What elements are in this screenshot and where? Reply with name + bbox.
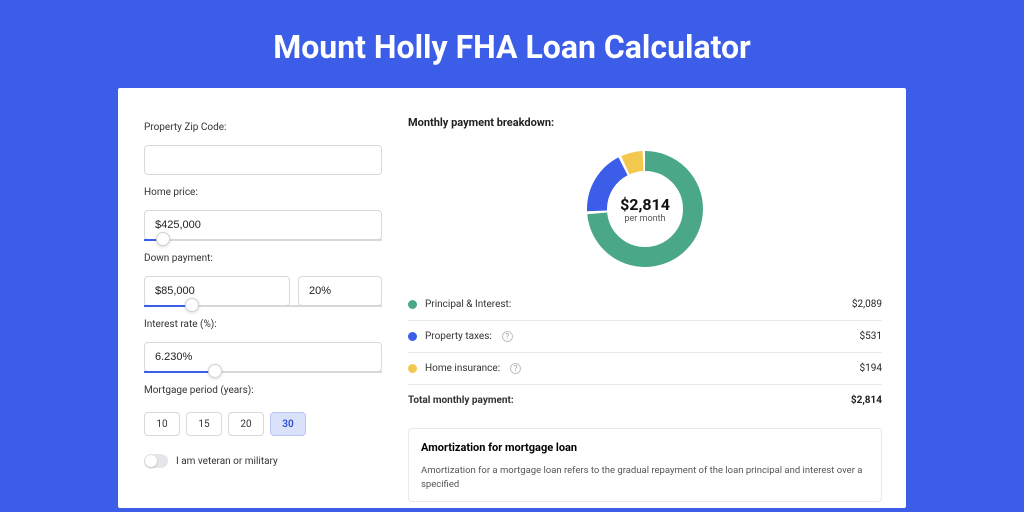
legend-label-pi: Principal & Interest: [425, 299, 511, 310]
down-payment-slider-thumb[interactable] [185, 298, 199, 312]
divider [408, 320, 882, 321]
home-price-input[interactable] [144, 210, 382, 240]
donut-chart: $2,814 per month [581, 145, 709, 273]
form-panel: Property Zip Code: Home price: Down paym… [118, 88, 398, 508]
legend-row-pi: Principal & Interest: $2,089 [408, 291, 882, 318]
divider [408, 384, 882, 385]
interest-rate-label: Interest rate (%): [144, 319, 382, 330]
legend-dot-ins [408, 364, 417, 373]
period-options: 10152030 [144, 412, 382, 436]
legend-label-tax: Property taxes: [425, 331, 492, 342]
down-payment-input[interactable] [144, 276, 290, 306]
donut-sub: per month [624, 214, 665, 224]
amortization-title: Amortization for mortgage loan [421, 441, 869, 454]
period-option-20[interactable]: 20 [228, 412, 264, 436]
amortization-text: Amortization for a mortgage loan refers … [421, 464, 869, 493]
home-price-slider[interactable] [144, 239, 382, 241]
home-price-slider-thumb[interactable] [156, 232, 170, 246]
legend-label-ins: Home insurance: [425, 363, 500, 374]
legend-row-tax: Property taxes:? $531 [408, 323, 882, 350]
amortization-box: Amortization for mortgage loan Amortizat… [408, 428, 882, 502]
period-option-15[interactable]: 15 [186, 412, 222, 436]
legend-value-ins: $194 [860, 363, 882, 374]
legend-row-ins: Home insurance:? $194 [408, 355, 882, 382]
legend-value-tax: $531 [860, 331, 882, 342]
period-label: Mortgage period (years): [144, 385, 382, 396]
total-row: Total monthly payment: $2,814 [408, 387, 882, 414]
veteran-label: I am veteran or military [176, 456, 278, 467]
period-option-10[interactable]: 10 [144, 412, 180, 436]
veteran-toggle[interactable] [144, 454, 168, 468]
zip-label: Property Zip Code: [144, 122, 382, 133]
total-label: Total monthly payment: [408, 395, 514, 406]
donut-amount: $2,814 [620, 195, 670, 214]
interest-rate-slider[interactable] [144, 371, 382, 373]
interest-rate-slider-thumb[interactable] [208, 364, 222, 378]
divider [408, 352, 882, 353]
calculator-card: Property Zip Code: Home price: Down paym… [118, 88, 906, 508]
down-payment-slider[interactable] [144, 305, 382, 307]
legend: Principal & Interest: $2,089 Property taxe… [408, 291, 882, 382]
breakdown-panel: Monthly payment breakdown: $2,814 per mo… [398, 88, 906, 508]
legend-dot-tax [408, 332, 417, 341]
page-title: Mount Holly FHA Loan Calculator [0, 0, 1024, 88]
home-price-label: Home price: [144, 187, 382, 198]
breakdown-title: Monthly payment breakdown: [408, 116, 882, 129]
legend-dot-pi [408, 300, 417, 309]
zip-input[interactable] [144, 145, 382, 175]
info-icon[interactable]: ? [510, 363, 521, 374]
period-option-30[interactable]: 30 [270, 412, 306, 436]
down-payment-pct-input[interactable] [298, 276, 382, 306]
interest-rate-input[interactable] [144, 342, 382, 372]
total-value: $2,814 [851, 395, 882, 406]
info-icon[interactable]: ? [502, 331, 513, 342]
down-payment-label: Down payment: [144, 253, 382, 264]
legend-value-pi: $2,089 [852, 299, 882, 310]
